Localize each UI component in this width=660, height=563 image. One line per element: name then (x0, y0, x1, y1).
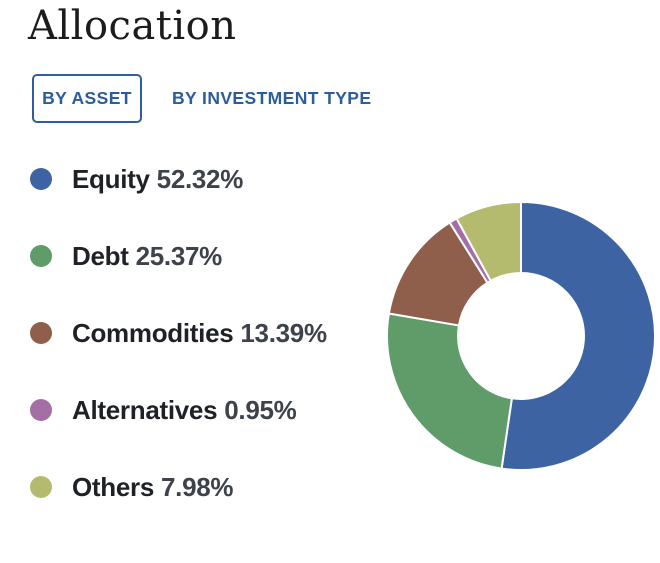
tab-bar: BY ASSET BY INVESTMENT TYPE (32, 74, 371, 123)
legend-label: Alternatives (72, 394, 218, 425)
donut-chart (386, 201, 657, 471)
legend-value: 13.39% (240, 317, 327, 348)
legend-label: Equity (72, 163, 150, 194)
others-color-dot (30, 476, 52, 498)
legend-label: Commodities (72, 317, 234, 348)
tab-by-asset[interactable]: BY ASSET (32, 74, 142, 123)
legend-item-others: Others 7.98% (30, 471, 234, 502)
legend-item-equity: Equity 52.32% (30, 164, 243, 194)
donut-slice-others[interactable] (455, 201, 522, 282)
equity-color-dot (30, 168, 52, 190)
legend-value: 25.37% (135, 240, 223, 271)
legend-value: 52.32% (156, 163, 244, 194)
page-title: Allocation (28, 3, 237, 49)
donut-slice-equity[interactable] (500, 201, 657, 471)
donut-slice-debt[interactable] (386, 312, 513, 470)
legend-item-commodities: Commodities 13.39% (30, 318, 327, 348)
commodities-color-dot (30, 322, 52, 344)
legend-item-debt: Debt 25.37% (30, 241, 222, 271)
legend-item-alternatives: Alternatives 0.95% (30, 394, 297, 425)
tab-by-investment-type[interactable]: BY INVESTMENT TYPE (172, 88, 372, 108)
alternatives-color-dot (30, 399, 52, 421)
legend-value: 0.95% (224, 394, 297, 425)
legend-label: Others (72, 471, 155, 502)
legend-label: Debt (72, 240, 129, 271)
legend-value: 7.98% (161, 471, 234, 502)
debt-color-dot (30, 245, 52, 267)
